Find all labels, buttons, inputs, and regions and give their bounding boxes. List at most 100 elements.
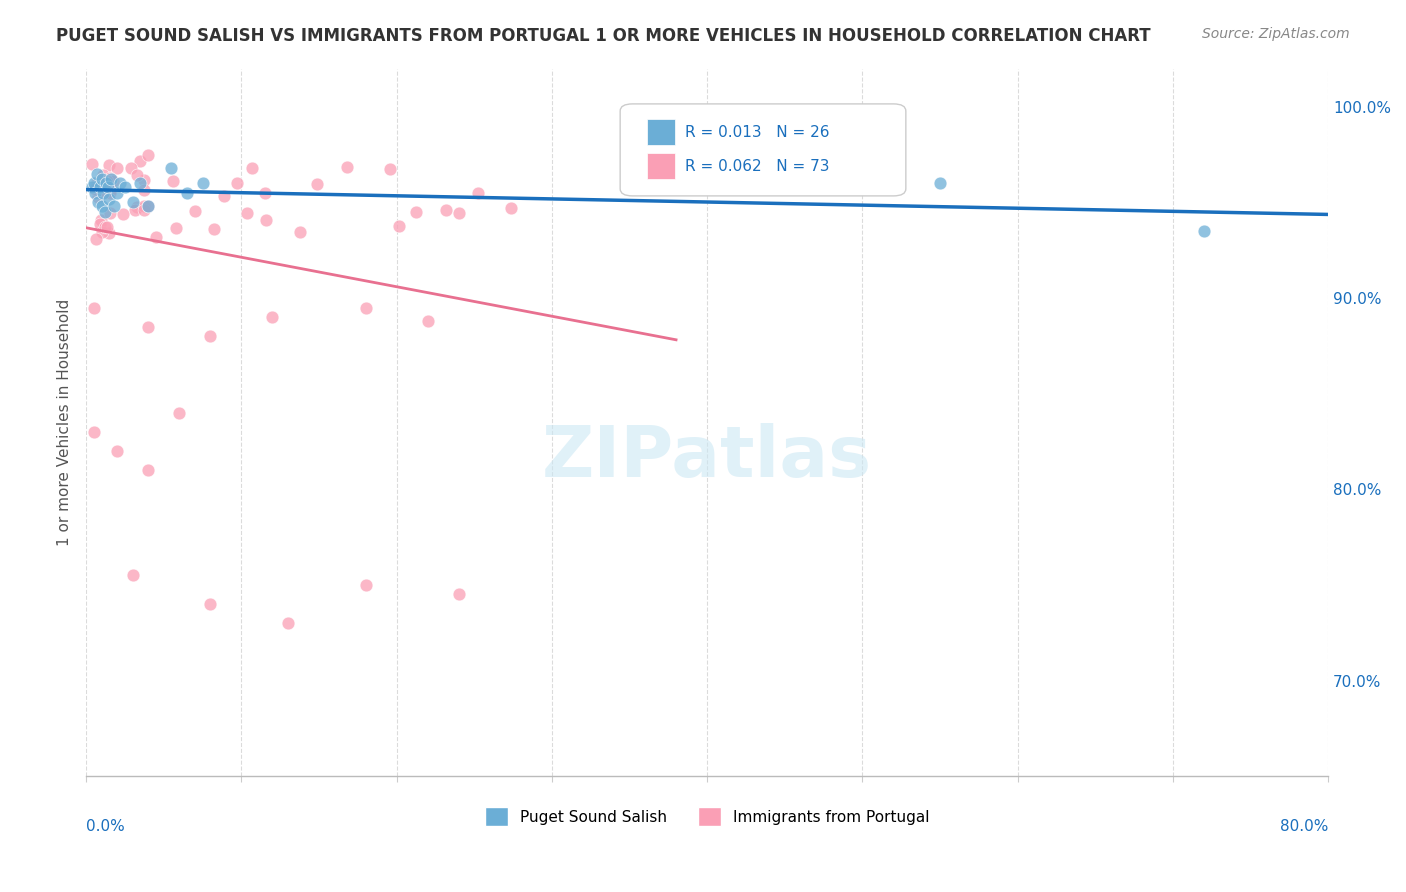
Point	[90, 172, 112, 186]
Point	[83, 176, 105, 190]
Point	[103, 199, 125, 213]
Point	[136, 199, 159, 213]
Point	[240, 161, 263, 175]
Point	[202, 222, 225, 236]
Point	[235, 206, 257, 220]
Point	[129, 176, 152, 190]
Point	[93, 168, 115, 182]
Point	[200, 329, 222, 343]
Text: R = 0.013   N = 26: R = 0.013 N = 26	[685, 125, 830, 140]
Point	[90, 199, 112, 213]
Legend: Puget Sound Salish, Immigrants from Portugal: Puget Sound Salish, Immigrants from Port…	[479, 801, 935, 832]
Text: ZIPatlas: ZIPatlas	[543, 423, 872, 492]
Point	[165, 220, 187, 235]
Point	[105, 444, 128, 458]
Point	[253, 186, 276, 200]
Point	[105, 186, 128, 200]
Point	[105, 161, 128, 176]
Point	[110, 176, 132, 190]
Point	[176, 186, 198, 200]
Point	[98, 158, 121, 172]
Point	[388, 219, 411, 233]
Point	[98, 192, 121, 206]
Bar	[648, 153, 675, 179]
Point	[93, 205, 115, 219]
Point	[305, 177, 328, 191]
Point	[97, 227, 120, 241]
Point	[136, 463, 159, 477]
Point	[191, 176, 214, 190]
Text: 0.0%: 0.0%	[86, 819, 125, 834]
Point	[84, 232, 107, 246]
Point	[98, 179, 121, 194]
Point	[226, 176, 249, 190]
Point	[336, 160, 359, 174]
Point	[98, 186, 121, 200]
Point	[162, 174, 184, 188]
Point	[124, 202, 146, 217]
Point	[290, 225, 312, 239]
Point	[90, 176, 112, 190]
Point	[132, 202, 155, 217]
Text: R = 0.062   N = 73: R = 0.062 N = 73	[685, 159, 830, 174]
Point	[200, 597, 222, 611]
Text: 80.0%: 80.0%	[1279, 819, 1329, 834]
Point	[87, 190, 110, 204]
Point	[125, 168, 148, 182]
Point	[96, 174, 118, 188]
Point	[84, 182, 107, 196]
Point	[127, 200, 149, 214]
Point	[467, 186, 489, 200]
Point	[96, 220, 118, 235]
Point	[89, 180, 111, 194]
Point	[160, 161, 183, 175]
Point	[145, 230, 167, 244]
Point	[98, 206, 121, 220]
Point	[121, 568, 143, 582]
Point	[501, 201, 523, 215]
FancyBboxPatch shape	[620, 103, 905, 196]
Point	[132, 199, 155, 213]
Point	[101, 174, 124, 188]
Point	[136, 148, 159, 162]
Point	[132, 183, 155, 197]
Point	[447, 587, 470, 601]
Point	[121, 195, 143, 210]
Point	[128, 154, 150, 169]
Point	[91, 226, 114, 240]
Point	[416, 314, 439, 328]
Point	[136, 319, 159, 334]
Point	[82, 157, 104, 171]
Point	[90, 179, 112, 194]
Point	[86, 167, 108, 181]
Point	[83, 301, 105, 315]
Point	[167, 406, 190, 420]
Point	[132, 173, 155, 187]
Point	[97, 180, 120, 194]
Point	[184, 204, 207, 219]
Text: PUGET SOUND SALISH VS IMMIGRANTS FROM PORTUGAL 1 OR MORE VEHICLES IN HOUSEHOLD C: PUGET SOUND SALISH VS IMMIGRANTS FROM PO…	[56, 27, 1152, 45]
Point	[277, 616, 299, 631]
Point	[87, 195, 110, 210]
Point	[96, 176, 118, 190]
Point	[94, 183, 117, 197]
Point	[98, 171, 121, 186]
Point	[114, 180, 136, 194]
Point	[91, 186, 114, 200]
Point	[90, 212, 112, 227]
Point	[405, 204, 427, 219]
Point	[929, 176, 952, 190]
Point	[98, 185, 121, 199]
Point	[1192, 224, 1215, 238]
Point	[120, 161, 142, 176]
Point	[89, 217, 111, 231]
Point	[84, 186, 107, 200]
Point	[111, 207, 134, 221]
Point	[94, 186, 117, 200]
Point	[354, 578, 377, 592]
Point	[212, 189, 235, 203]
Point	[94, 219, 117, 234]
Point	[82, 180, 104, 194]
Point	[254, 213, 277, 227]
Point	[378, 162, 401, 177]
